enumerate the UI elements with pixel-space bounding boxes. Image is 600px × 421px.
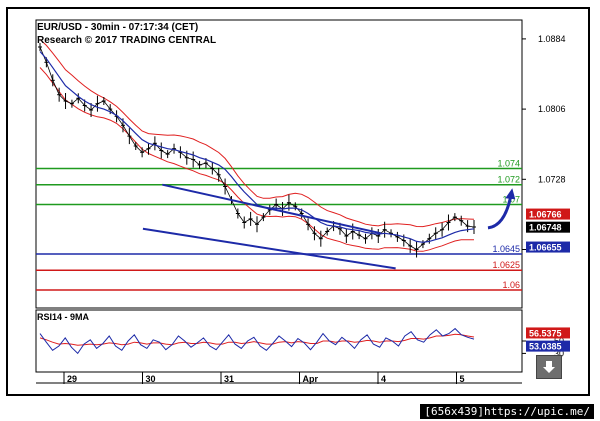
rsi-y-tick-label: 30 (554, 348, 564, 358)
rsi-tag-label: 53.0385 (529, 342, 562, 352)
rsi-tag (526, 327, 570, 339)
x-tick-label: 31 (224, 374, 234, 384)
x-tick-label: 5 (460, 374, 465, 384)
x-tick-label: 4 (381, 374, 386, 384)
y-tick-label: 1.0806 (538, 104, 566, 114)
moving-average-line (39, 51, 475, 243)
rsi-line (39, 327, 475, 355)
rsi-ma-line (39, 333, 475, 346)
price-tag (526, 208, 570, 220)
rsi-title: RSI14 - 9MA (37, 312, 90, 322)
lower-band-line (39, 67, 474, 252)
price-tag (526, 221, 570, 233)
forecast-arrowhead (505, 188, 516, 200)
price-panel: 1.0741.0721.071.06451.06251.061.08841.08… (35, 19, 570, 384)
x-tick-label: 30 (146, 374, 156, 384)
rsi-plot-area (35, 309, 523, 373)
price-tag (526, 241, 570, 253)
rsi-tag (526, 340, 570, 352)
price-tag-label: 1.06655 (529, 243, 562, 253)
forecast-arrow (487, 197, 512, 230)
channel-lower-line (142, 227, 396, 270)
level-label: 1.06 (502, 280, 520, 290)
price-tag-label: 1.06766 (529, 210, 562, 220)
level-label: 1.0625 (492, 260, 520, 270)
price-line (39, 46, 475, 250)
level-label: 1.072 (497, 175, 520, 185)
arrow-down-icon (543, 361, 555, 373)
channel-upper-line (162, 183, 382, 235)
x-tick-label: Apr (303, 374, 319, 384)
watermark-text: [656x439]https://upic.me/ (420, 404, 594, 419)
chart-title: EUR/USD - 30min - 07:17:34 (CET) (37, 22, 198, 33)
price-plot-area (35, 19, 523, 309)
rsi-tag-label: 56.5375 (529, 328, 562, 338)
y-tick-label: 1.0728 (538, 174, 566, 184)
price-tag-label: 1.06748 (529, 223, 562, 233)
level-label: 1.074 (497, 159, 520, 169)
x-tick-label: 29 (67, 374, 77, 384)
scroll-down-button[interactable] (536, 355, 562, 379)
level-label: 1.0645 (492, 244, 520, 254)
chart-subtitle: Research © 2017 TRADING CENTRAL (37, 35, 216, 46)
y-tick-label: 1.0884 (538, 34, 566, 44)
upper-band-line (39, 39, 475, 228)
chart-border (6, 7, 590, 396)
